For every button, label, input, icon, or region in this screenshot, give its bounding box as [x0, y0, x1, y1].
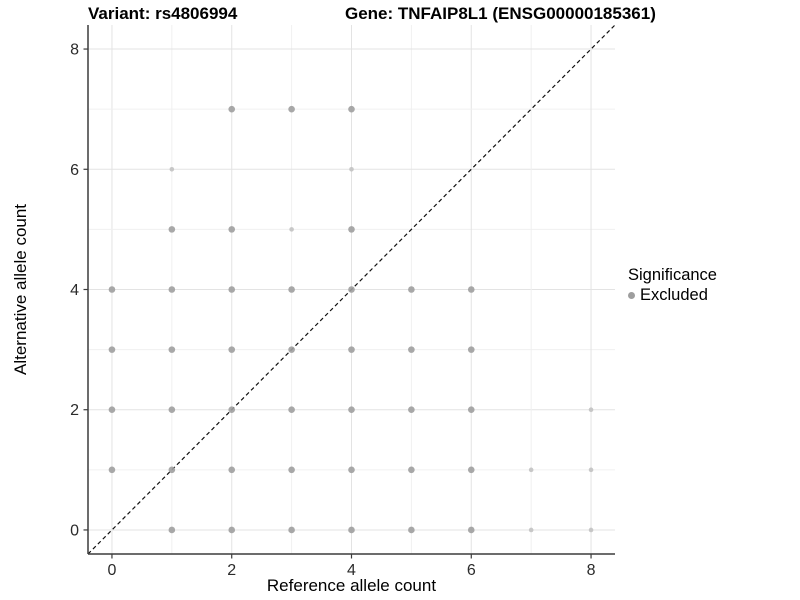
scatter-point	[288, 466, 295, 474]
scatter-point	[288, 406, 295, 414]
scatter-point	[588, 527, 594, 533]
x-tick-label: 6	[467, 562, 476, 579]
scatter-point	[588, 467, 594, 473]
scatter-point	[168, 346, 176, 353]
scatter-point	[528, 527, 534, 533]
scatter-point	[408, 406, 415, 414]
scatter-point	[528, 467, 534, 473]
scatter-point	[408, 526, 415, 534]
scatter-point	[467, 286, 475, 293]
gene-title: Gene: TNFAIP8L1 (ENSG00000185361)	[345, 4, 656, 23]
x-axis-title: Reference allele count	[267, 576, 436, 595]
scatter-point	[348, 466, 355, 474]
scatter-point	[289, 227, 294, 232]
scatter-point	[228, 466, 236, 474]
scatter-point	[168, 466, 176, 474]
y-tick-label: 8	[70, 42, 79, 59]
scatter-point	[408, 286, 415, 293]
x-tick-label: 2	[227, 562, 236, 579]
scatter-point	[408, 466, 415, 474]
scatter-point	[349, 166, 354, 172]
scatter-point	[228, 226, 236, 233]
scatter-point	[288, 286, 295, 293]
scatter-point	[168, 226, 176, 233]
x-tick-label: 4	[347, 562, 356, 579]
legend: Significance Excluded	[628, 266, 717, 305]
x-tick-label: 8	[587, 562, 596, 579]
legend-title: Significance	[628, 266, 717, 284]
y-axis-title: Alternative allele count	[11, 204, 30, 375]
scatter-point	[228, 346, 236, 353]
scatter-point	[108, 286, 116, 293]
excluded-point-icon	[628, 292, 635, 299]
scatter-point	[348, 406, 355, 414]
scatter-point	[228, 286, 236, 293]
scatter-point	[228, 406, 236, 414]
scatter-point	[348, 286, 355, 293]
scatter-point	[108, 466, 116, 474]
scatter-point	[348, 346, 355, 353]
scatter-point	[168, 286, 176, 293]
scatter-point	[288, 105, 295, 113]
scatter-point	[348, 105, 355, 113]
legend-item-excluded: Excluded	[628, 286, 717, 305]
scatter-point	[288, 346, 295, 353]
scatter-point	[348, 226, 355, 233]
y-tick-label: 0	[70, 522, 79, 539]
scatter-point	[348, 526, 355, 534]
y-tick-label: 6	[70, 162, 79, 179]
scatter-point	[467, 346, 475, 353]
scatter-point	[168, 406, 176, 414]
x-tick-label: 0	[108, 562, 117, 579]
scatter-point	[408, 346, 415, 353]
variant-title: Variant: rs4806994	[88, 4, 238, 23]
legend-item-label: Excluded	[640, 286, 708, 304]
scatter-point	[467, 406, 475, 414]
scatter-point	[228, 526, 236, 534]
scatter-point	[467, 466, 475, 474]
y-tick-label: 4	[70, 282, 79, 299]
scatter-point	[108, 346, 116, 353]
scatter-point	[169, 166, 175, 172]
scatter-point	[467, 526, 475, 534]
scatter-point	[588, 407, 594, 413]
y-tick-label: 2	[70, 402, 79, 419]
scatter-point	[168, 526, 176, 534]
scatter-point	[288, 526, 295, 534]
scatter-point	[228, 105, 236, 113]
scatter-point	[108, 406, 116, 414]
